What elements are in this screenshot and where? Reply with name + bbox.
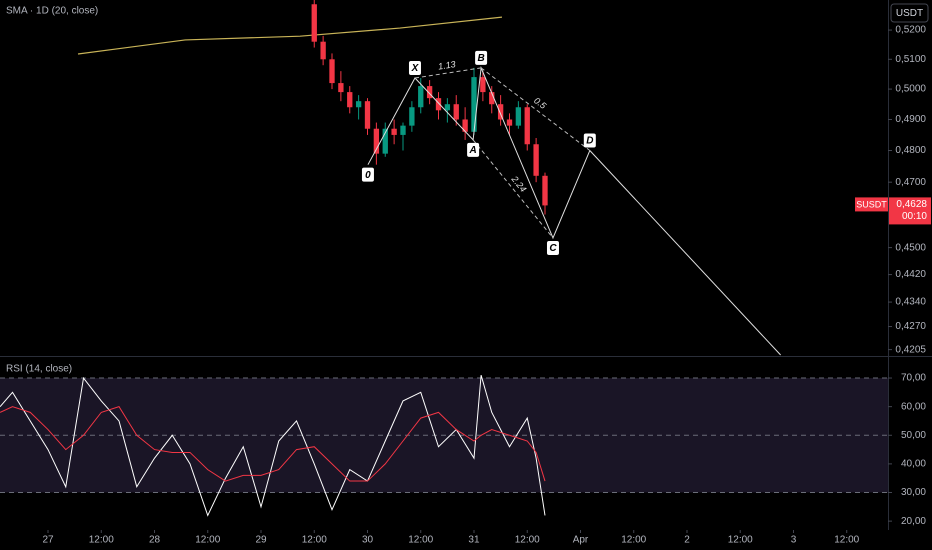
y-tick-label: 0,5100 — [895, 54, 926, 65]
y-tick-label: 70,00 — [901, 373, 926, 384]
symbol-label: SUSDT — [856, 199, 887, 209]
price-tag-label: 0,4628 — [896, 199, 927, 210]
x-tick-label: 29 — [255, 535, 267, 546]
y-tick-label: 0,5200 — [895, 25, 926, 36]
candle-body — [533, 144, 539, 176]
x-tick-label: 27 — [42, 535, 54, 546]
x-tick-label: 2 — [684, 535, 690, 546]
candle-body — [400, 125, 406, 135]
projection-line — [589, 150, 781, 356]
candle-body — [462, 119, 468, 132]
sma-line — [77, 16, 503, 55]
candle-body — [347, 92, 353, 108]
candle-body — [355, 101, 362, 108]
x-tick-label: 12:00 — [195, 535, 220, 546]
rsi-line — [0, 375, 546, 517]
main-title: SMA · 1D (20, close) — [6, 6, 98, 17]
candle-body — [391, 128, 397, 135]
y-tick-label: 0,4270 — [895, 321, 926, 332]
candle-body — [364, 101, 371, 129]
x-tick-label: 28 — [149, 535, 161, 546]
ratio-label: 1.13 — [437, 59, 456, 72]
currency: USDT — [896, 8, 923, 19]
y-tick-label: 20,00 — [901, 516, 926, 527]
point-label: X — [411, 63, 420, 74]
y-tick-label: 50,00 — [901, 430, 926, 441]
point-label: A — [468, 145, 476, 156]
x-tick-label: 12:00 — [834, 535, 859, 546]
ratio-line — [472, 139, 554, 239]
candle-body — [515, 107, 522, 126]
candle-body — [542, 175, 548, 206]
candle-body — [382, 128, 388, 154]
candle-body — [506, 119, 513, 126]
y-tick-label: 0,4700 — [895, 177, 926, 188]
x-tick-label: 12:00 — [515, 535, 540, 546]
candle-body — [480, 77, 486, 93]
x-tick-label: 3 — [791, 535, 797, 546]
y-tick-label: 30,00 — [901, 487, 926, 498]
candle-body — [338, 83, 344, 93]
point-label: B — [477, 53, 484, 64]
x-tick-label: 30 — [362, 535, 374, 546]
y-tick-label: 0,4500 — [895, 242, 926, 253]
y-tick-label: 0,4900 — [895, 114, 926, 125]
candle-body — [311, 4, 317, 42]
y-tick-label: 40,00 — [901, 459, 926, 470]
candle-body — [426, 86, 433, 99]
point-box — [361, 167, 374, 182]
candle-body — [418, 86, 424, 108]
y-tick-label: 0,5000 — [895, 84, 926, 95]
x-tick-label: 12:00 — [408, 535, 433, 546]
candle-body — [497, 104, 504, 120]
price-tag — [889, 197, 931, 225]
rsi-line — [0, 406, 546, 482]
x-tick-label: 12:00 — [728, 535, 753, 546]
point-box — [408, 60, 421, 75]
y-tick-label: 0,4420 — [895, 269, 926, 280]
x-tick-label: 31 — [468, 535, 480, 546]
candle-body — [373, 128, 380, 154]
ratio-line — [480, 67, 591, 151]
candle-body — [444, 104, 451, 111]
candle-body — [489, 92, 495, 105]
x-tick-label: 12:00 — [621, 535, 646, 546]
candle-body — [524, 107, 530, 145]
x-tick-label: Apr — [573, 535, 589, 546]
point-box — [546, 240, 559, 255]
pattern-line — [367, 65, 591, 240]
y-tick-label: 60,00 — [901, 401, 926, 412]
x-tick-label: 12:00 — [89, 535, 114, 546]
y-tick-label: 0,4340 — [895, 297, 926, 308]
countdown: 00:10 — [902, 211, 927, 222]
candle-body — [320, 41, 326, 60]
candle-body — [453, 104, 459, 120]
currency-button[interactable] — [890, 3, 929, 23]
candle-body — [435, 98, 442, 111]
point-label: 0 — [365, 170, 371, 181]
candle-body — [329, 59, 335, 84]
y-tick-label: 0,4205 — [895, 344, 926, 355]
point-box — [467, 142, 480, 157]
rsi-title: RSI (14, close) — [6, 364, 72, 375]
symbol-tag — [855, 197, 888, 212]
point-box — [475, 50, 488, 65]
point-box — [583, 133, 596, 148]
point-label: C — [549, 243, 557, 254]
x-tick-label: 12:00 — [302, 535, 327, 546]
point-label: D — [586, 136, 593, 147]
candle-body — [409, 107, 415, 126]
y-tick-label: 0,4800 — [895, 145, 926, 156]
candle-body — [471, 77, 477, 132]
